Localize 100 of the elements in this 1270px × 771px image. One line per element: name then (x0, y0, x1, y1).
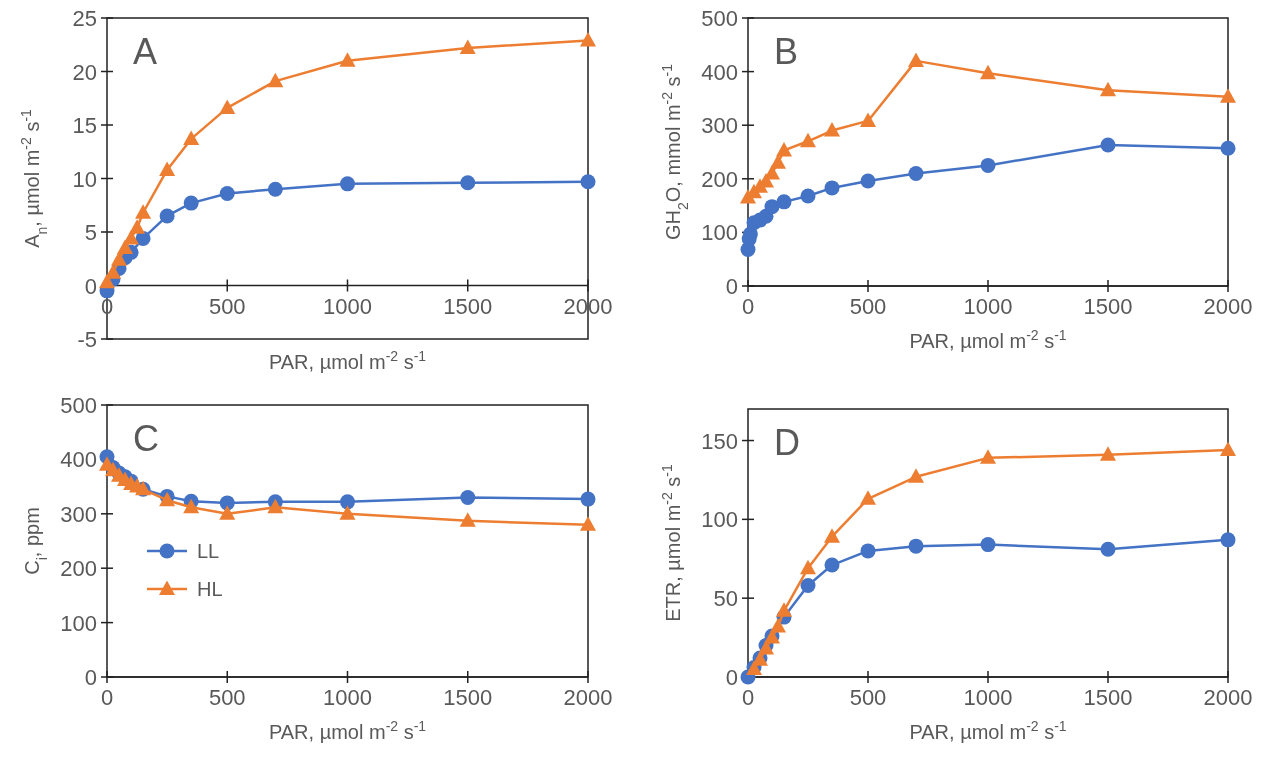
annotation: B (774, 31, 799, 72)
y-tick-label: 100 (60, 610, 97, 636)
point (770, 154, 786, 169)
x-axis-title: PAR, µmol m$^{-2}$ s$^{-1}$ (909, 327, 1067, 352)
point (800, 559, 816, 575)
point (267, 498, 284, 514)
point (219, 99, 236, 114)
y-tick-label: 0 (84, 665, 97, 690)
y-tick-label: 100 (701, 507, 738, 533)
x-tick-label: 2000 (1203, 685, 1253, 710)
x-tick-label: 500 (208, 293, 246, 319)
y-tick-label: 25 (72, 6, 97, 31)
x-axis-title: PAR, µmol m$^{-2}$ s$^{-1}$ (268, 718, 427, 743)
point (824, 557, 840, 573)
point (824, 180, 840, 196)
point (340, 176, 355, 192)
x-tick-label: 500 (208, 685, 246, 710)
point (1220, 441, 1236, 456)
y-tick-label: 400 (60, 447, 97, 473)
point (267, 72, 284, 88)
y-tick-label: 200 (701, 166, 738, 192)
point (800, 578, 816, 594)
point (824, 528, 840, 543)
point (129, 219, 146, 234)
point (824, 122, 840, 137)
annotation: A (133, 31, 158, 72)
y-tick-label: 150 (701, 428, 738, 454)
x-tick-label: 0 (100, 685, 114, 710)
point (219, 505, 236, 520)
x-tick-label: 500 (849, 685, 887, 710)
point (117, 239, 134, 255)
x-tick-label: 1000 (963, 294, 1013, 319)
point (776, 602, 792, 617)
y-tick-label: 100 (701, 220, 738, 246)
y-tick-label: 5 (84, 220, 97, 245)
point (219, 495, 235, 511)
point (460, 489, 476, 505)
legend-label: HL (197, 578, 223, 600)
point (980, 64, 996, 80)
point (770, 618, 786, 633)
annotation: D (774, 422, 800, 463)
point (1220, 140, 1236, 156)
x-tick-label: 1500 (443, 293, 493, 319)
point (800, 132, 816, 148)
y-tick-label: 10 (72, 166, 97, 192)
y-tick-label: 200 (60, 556, 97, 582)
point (111, 251, 128, 266)
y-tick-label: -5 (77, 327, 97, 352)
point (267, 181, 283, 197)
y-tick-label: 300 (60, 501, 97, 527)
legend-label: LL (197, 540, 220, 562)
point (908, 52, 924, 67)
x-tick-label: 0 (741, 685, 755, 710)
point (459, 39, 476, 54)
y-tick-label: 500 (60, 393, 97, 418)
point (764, 199, 780, 215)
point (776, 141, 792, 157)
x-tick-label: 500 (849, 294, 887, 319)
y-tick-label: 400 (701, 59, 738, 85)
point (339, 52, 356, 67)
point (460, 175, 476, 191)
point (580, 516, 596, 531)
point (980, 537, 996, 553)
point (580, 491, 596, 507)
y-tick-label: 15 (72, 113, 97, 138)
point (908, 165, 924, 181)
point (219, 185, 235, 201)
x-axis-title: PAR, µmol m$^{-2}$ s$^{-1}$ (268, 348, 427, 373)
x-tick-label: 2000 (1203, 294, 1253, 319)
y-tick-label: 0 (725, 665, 738, 690)
point (340, 494, 355, 510)
y-tick-label: 50 (713, 586, 738, 612)
annotation: C (133, 418, 159, 459)
point (99, 273, 115, 289)
x-axis-title: PAR, µmol m$^{-2}$ s$^{-1}$ (909, 718, 1067, 743)
point (339, 505, 356, 520)
x-tick-label: 1000 (323, 685, 372, 710)
point (135, 204, 152, 219)
x-tick-label: 0 (741, 294, 755, 319)
point (183, 130, 200, 145)
point (159, 208, 175, 224)
y-tick-label: 0 (84, 273, 97, 299)
x-tick-label: 1000 (323, 293, 372, 319)
point (776, 194, 792, 210)
x-tick-label: 1500 (443, 685, 493, 710)
x-tick-label: 1000 (963, 685, 1013, 710)
point (159, 161, 176, 176)
point (908, 468, 924, 483)
point (860, 173, 876, 189)
point (800, 188, 816, 204)
y-tick-label: 20 (72, 59, 97, 85)
point (860, 112, 876, 127)
point (980, 157, 996, 173)
x-tick-label: 1500 (1083, 685, 1133, 710)
point (459, 512, 476, 527)
point (860, 490, 876, 505)
point (1100, 541, 1116, 557)
point (1100, 81, 1116, 97)
x-tick-label: 1500 (1083, 294, 1133, 319)
point (105, 264, 122, 279)
